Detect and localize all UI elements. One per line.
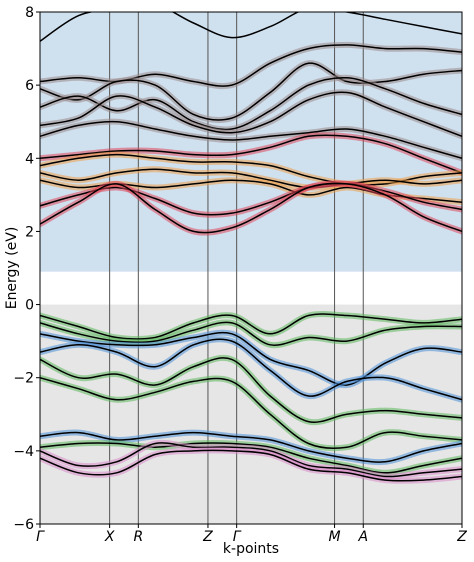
kpoint-label-4: Γ — [233, 529, 242, 545]
band-line-11 — [40, 182, 462, 234]
y-axis-label: Energy (eV) — [4, 227, 20, 310]
plot-frame — [39, 11, 463, 525]
y-tick-label: 8 — [25, 5, 34, 21]
y-tick-label: −4 — [13, 444, 34, 460]
x-axis-label: k-points — [223, 541, 279, 557]
kpoint-label-1: X — [104, 529, 115, 545]
conduction-region — [40, 12, 462, 272]
band-line-6 — [40, 134, 462, 174]
band-line-0 — [40, 12, 462, 42]
band-line-20 — [40, 442, 462, 478]
band-line-10 — [40, 183, 462, 216]
band-line-15 — [40, 338, 462, 401]
y-tick-label: 4 — [25, 151, 34, 167]
band-line-14 — [40, 331, 462, 386]
y-tick-label: −6 — [13, 517, 34, 533]
y-tick-label: −2 — [13, 371, 34, 387]
kpoint-label-3: Z — [202, 529, 213, 545]
band-line-2 — [40, 62, 462, 121]
band-line-8 — [40, 168, 462, 189]
band-lines — [40, 12, 462, 484]
y-tick-label: 6 — [25, 78, 34, 94]
band-line-7 — [40, 153, 462, 186]
band-line-19 — [40, 442, 462, 474]
band-line-13 — [40, 321, 462, 346]
band-line-12 — [40, 313, 462, 340]
band-line-3 — [40, 76, 462, 131]
band-line-4 — [40, 91, 462, 138]
band-line-16 — [40, 357, 462, 423]
y-tick-label: 2 — [25, 224, 34, 240]
band-line-18 — [40, 431, 462, 463]
kpoint-label-5: M — [329, 529, 341, 545]
kpoint-label-6: A — [357, 529, 368, 545]
y-tick-label: 0 — [25, 298, 34, 314]
kpoint-label-7: Z — [456, 529, 467, 545]
band-line-17 — [40, 376, 462, 450]
band-line-21 — [40, 449, 462, 482]
y-axis-ticks: −6 −4 −2 0 2 4 6 8 — [13, 5, 40, 533]
kpoint-label-0: Γ — [36, 529, 45, 545]
kpoint-label-2: R — [133, 529, 143, 545]
band-line-5 — [40, 120, 462, 160]
